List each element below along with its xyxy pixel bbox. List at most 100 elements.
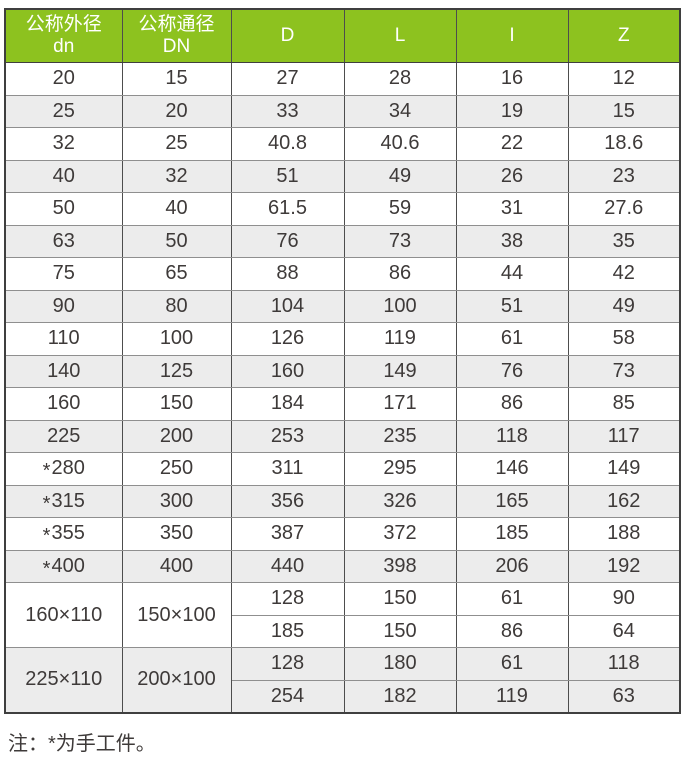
cell-DN: 300 [121, 484, 232, 518]
cell-D: 128 [230, 647, 345, 681]
cell-L: 150 [343, 614, 457, 648]
col-header-dn-cn: 公称外径 [25, 13, 102, 35]
cell-dn: 140 [4, 354, 123, 388]
table-row: 225×110 200×100 128 180 61 118 [4, 647, 681, 713]
cell-I: 22 [455, 127, 569, 161]
cell-Z: 149 [567, 452, 681, 486]
col-header-DN: 公称通径 DN [121, 9, 232, 63]
cell-I: 44 [455, 257, 569, 291]
cell-dn: 63 [4, 224, 123, 258]
handmade-asterisk: * [42, 525, 51, 548]
table-row: 20 15 27 28 16 12 [4, 62, 681, 96]
cell-L: 34 [343, 94, 457, 128]
cell-DN: 125 [121, 354, 232, 388]
cell-L: 40.6 [343, 127, 457, 161]
cell-Z: 12 [567, 62, 681, 96]
cell-DN: 25 [121, 127, 232, 161]
table-row: 40 32 51 49 26 23 [4, 159, 681, 193]
cell-D: 40.8 [230, 127, 345, 161]
cell-D: 51 [230, 159, 345, 193]
cell-D: 253 [230, 419, 345, 453]
table-row: 140 125 160 149 76 73 [4, 354, 681, 388]
cell-D: 440 [230, 549, 345, 583]
cell-L: 326 [343, 484, 457, 518]
handmade-asterisk: * [42, 557, 51, 580]
cell-DN: 100 [121, 322, 232, 356]
cell-DN: 40 [121, 192, 232, 226]
cell-DN: 350 [121, 517, 232, 551]
cell-L: 180 [343, 647, 457, 681]
cell-D: 311 [230, 452, 345, 486]
cell-D: 33 [230, 94, 345, 128]
table-row: *400 400 440 398 206 192 [4, 549, 681, 583]
cell-dn: *400 [4, 549, 123, 583]
cell-dn: 110 [4, 322, 123, 356]
cell-dn: 225 [4, 419, 123, 453]
table-row: 75 65 88 86 44 42 [4, 257, 681, 291]
handmade-asterisk: * [42, 460, 51, 483]
cell-L: 59 [343, 192, 457, 226]
cell-I: 61 [455, 322, 569, 356]
col-header-DN-cn: 公称通径 [138, 13, 215, 35]
cell-D: 126 [230, 322, 345, 356]
cell-Z: 64 [567, 614, 681, 648]
table-row: *355 350 387 372 185 188 [4, 517, 681, 551]
cell-dn: 225×110 [4, 647, 123, 713]
cell-L: 372 [343, 517, 457, 551]
cell-Z: 73 [567, 354, 681, 388]
cell-I: 86 [455, 614, 569, 648]
cell-dn: 160 [4, 387, 123, 421]
cell-I: 38 [455, 224, 569, 258]
cell-I: 119 [455, 679, 569, 713]
cell-DN: 200 [121, 419, 232, 453]
cell-D: 104 [230, 289, 345, 323]
cell-I: 61 [455, 647, 569, 681]
cell-Z: 58 [567, 322, 681, 356]
cell-I: 206 [455, 549, 569, 583]
col-header-DN-sub: DN [162, 36, 191, 57]
cell-dn: 50 [4, 192, 123, 226]
cell-Z: 117 [567, 419, 681, 453]
cell-D: 61.5 [230, 192, 345, 226]
cell-Z: 49 [567, 289, 681, 323]
cell-D: 88 [230, 257, 345, 291]
cell-Z: 162 [567, 484, 681, 518]
cell-L: 73 [343, 224, 457, 258]
cell-DN: 250 [121, 452, 232, 486]
cell-I: 86 [455, 387, 569, 421]
cell-dn: *315 [4, 484, 123, 518]
table-body: 20 15 27 28 16 12 25 20 33 34 19 15 32 25 40.8 40.6 22 18… [4, 62, 681, 713]
cell-L: 149 [343, 354, 457, 388]
cell-D: 76 [230, 224, 345, 258]
cell-L: 235 [343, 419, 457, 453]
table-row: 32 25 40.8 40.6 22 18.6 [4, 127, 681, 161]
table-row: 160 150 184 171 86 85 [4, 387, 681, 421]
dimension-table: 公称外径 dn 公称通径 DN D L I Z 20 15 27 28 16 12 25 20… [4, 8, 681, 714]
col-header-L: L [343, 9, 457, 63]
cell-Z: 188 [567, 517, 681, 551]
table-row: 110 100 126 119 61 58 [4, 322, 681, 356]
cell-D: 387 [230, 517, 345, 551]
col-header-I: I [455, 9, 569, 63]
cell-L: 171 [343, 387, 457, 421]
cell-L: 119 [343, 322, 457, 356]
cell-dn: 90 [4, 289, 123, 323]
cell-Z: 63 [567, 679, 681, 713]
cell-dn: 20 [4, 62, 123, 96]
cell-L: 182 [343, 679, 457, 713]
cell-D: 128 [230, 582, 345, 616]
cell-DN: 150×100 [121, 582, 232, 648]
cell-Z: 18.6 [567, 127, 681, 161]
cell-dn: *355 [4, 517, 123, 551]
cell-Z: 90 [567, 582, 681, 616]
table-row: *315 300 356 326 165 162 [4, 484, 681, 518]
cell-L: 295 [343, 452, 457, 486]
cell-DN: 80 [121, 289, 232, 323]
table-row: 50 40 61.5 59 31 27.6 [4, 192, 681, 226]
table-row: 185 150 86 64 [5, 614, 681, 648]
col-header-D: D [230, 9, 345, 63]
cell-dn: 75 [4, 257, 123, 291]
cell-DN: 400 [121, 549, 232, 583]
col-header-Z: Z [567, 9, 681, 63]
cell-DN: 32 [121, 159, 232, 193]
